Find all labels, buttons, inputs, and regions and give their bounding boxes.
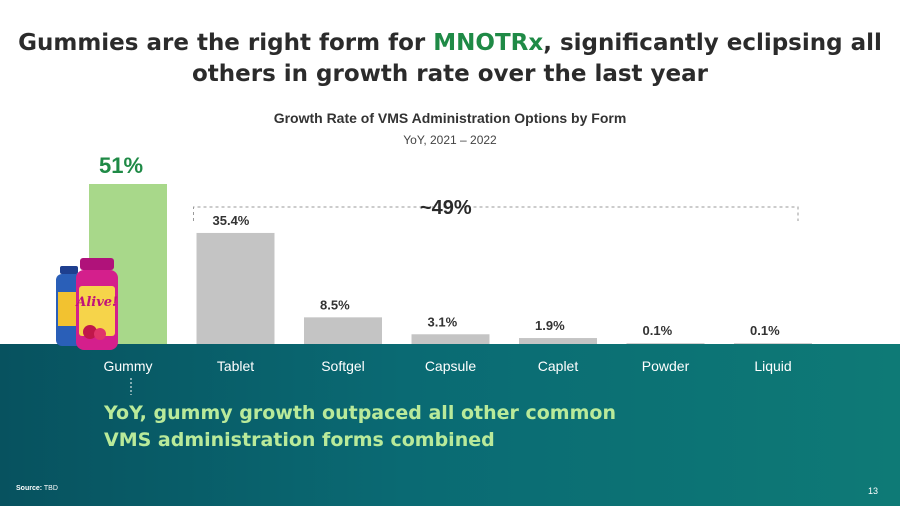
product-bottles-image: Alive! xyxy=(56,258,118,350)
category-label-tablet: Tablet xyxy=(217,358,254,374)
takeaway-text: YoY, gummy growth outpaced all other com… xyxy=(104,400,724,454)
headline: Gummies are the right form for MNOTRx, s… xyxy=(0,28,900,90)
value-label-capsule: 3.1% xyxy=(428,314,458,329)
headline-part1: Gummies are the right form for xyxy=(18,30,434,56)
value-label-powder: 0.1% xyxy=(643,323,673,338)
category-label-powder: Powder xyxy=(642,358,690,374)
bars-group xyxy=(89,184,812,344)
page-number: 13 xyxy=(867,486,878,496)
chart-title: Growth Rate of VMS Administration Option… xyxy=(273,110,627,126)
value-labels-group: 51% 35.4% 8.5% 3.1% 1.9% 0.1% 0.1% xyxy=(99,153,780,338)
bracket-line xyxy=(193,206,799,221)
source-value: TBD xyxy=(43,485,58,492)
bar-powder xyxy=(626,343,705,344)
takeaway-line1: YoY, gummy growth outpaced all other com… xyxy=(104,402,616,424)
category-label-capsule: Capsule xyxy=(425,358,477,374)
bracket-group: ~49% xyxy=(193,197,799,221)
chart-subtitle: YoY, 2021 – 2022 xyxy=(403,133,497,147)
headline-brand: MNOTRx xyxy=(433,30,544,56)
source-label: Source: xyxy=(16,485,43,492)
value-label-tablet: 35.4% xyxy=(213,213,250,228)
value-label-softgel: 8.5% xyxy=(320,297,350,312)
category-label-softgel: Softgel xyxy=(321,358,365,374)
category-labels-group: Gummy Tablet Softgel Capsule Caplet Powder Liq… xyxy=(104,358,792,374)
category-label-liquid: Liquid xyxy=(754,358,791,374)
bracket-label: ~49% xyxy=(420,197,472,219)
headline-part2: , significantly eclipsing all others in … xyxy=(191,30,882,87)
bar-tablet xyxy=(196,232,275,344)
value-label-liquid: 0.1% xyxy=(750,323,780,338)
takeaway-line2: VMS administration forms combined xyxy=(104,429,495,451)
bar-capsule xyxy=(411,334,490,344)
bar-chart: 51% 35.4% 8.5% 3.1% 1.9% 0.1% 0.1% Gummy Tablet… xyxy=(89,153,812,374)
category-label-gummy: Gummy xyxy=(104,358,153,374)
bar-liquid xyxy=(734,343,812,344)
bottle-brand-text: Alive! xyxy=(74,295,118,310)
bar-caplet xyxy=(519,338,597,344)
source-note: Source: TBD xyxy=(16,485,58,492)
bar-softgel xyxy=(304,317,382,344)
value-label-gummy: 51% xyxy=(99,153,143,178)
bottom-band xyxy=(0,344,900,506)
category-label-caplet: Caplet xyxy=(538,358,579,374)
value-label-caplet: 1.9% xyxy=(535,318,565,333)
